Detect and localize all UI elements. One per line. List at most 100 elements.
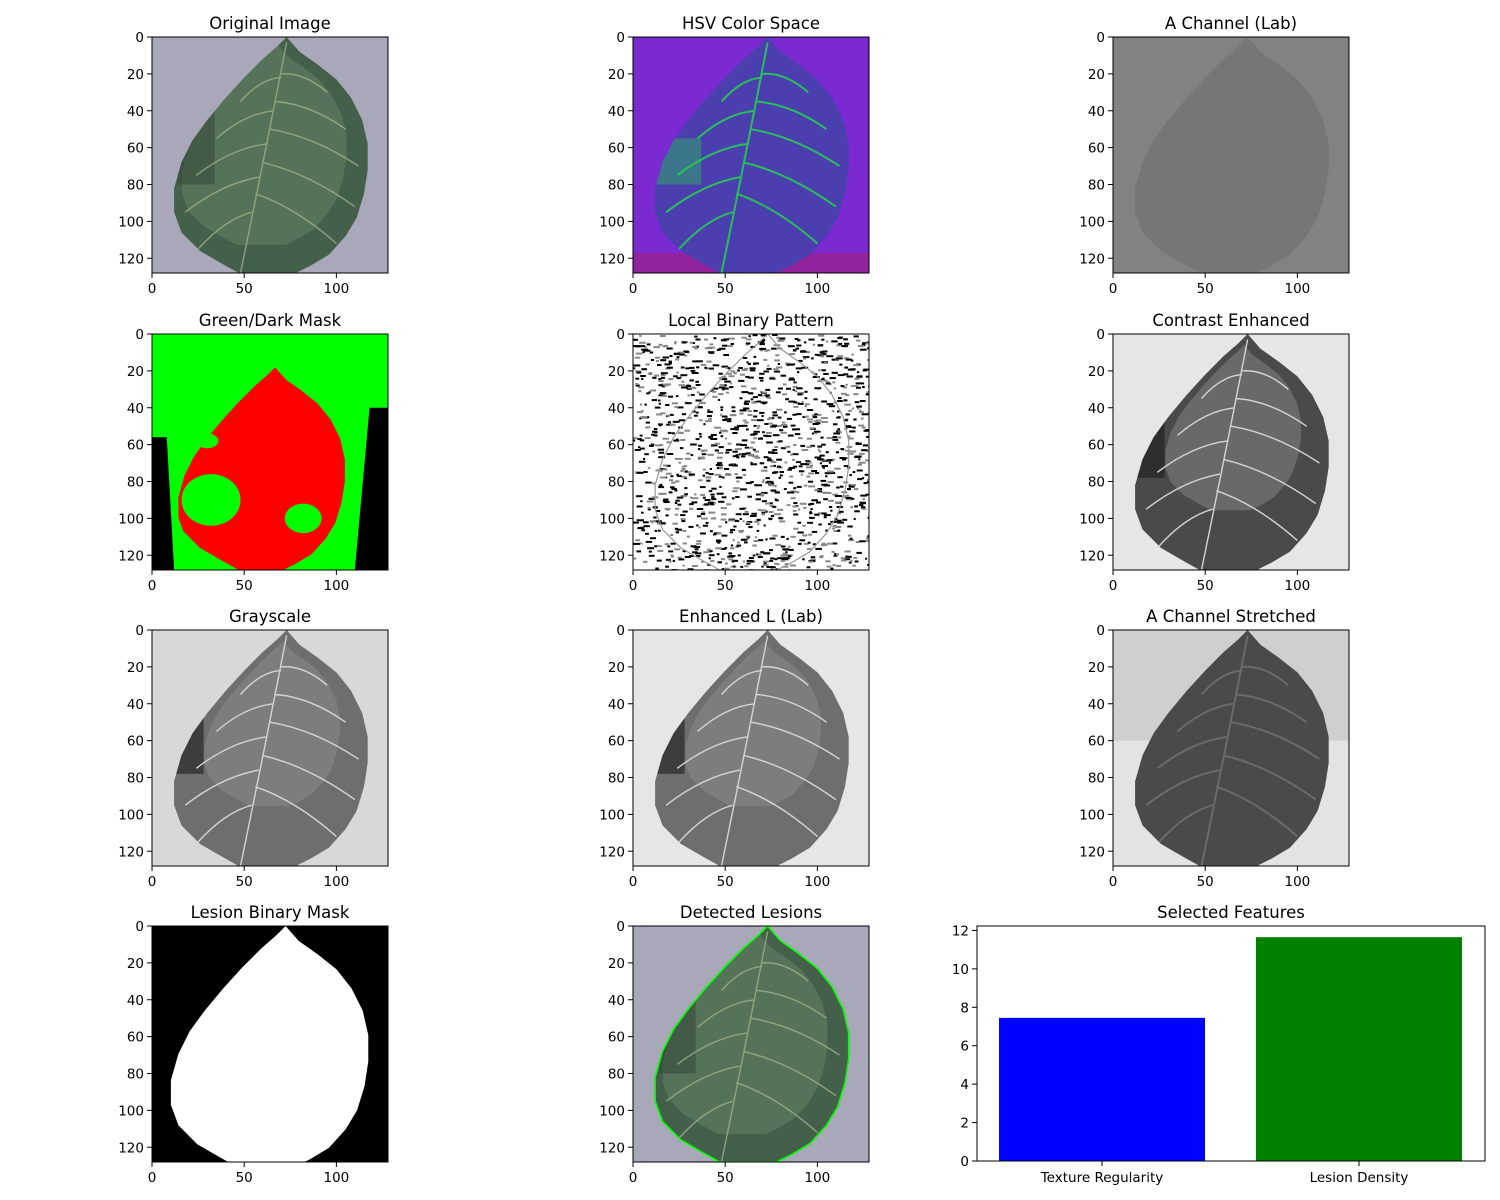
y-axis: 0 20 40 60 80 100 120 [599, 919, 633, 1156]
x-tick-label: 50 [1197, 874, 1214, 890]
y-tick-label: 60 [608, 438, 625, 454]
leaf-veins [665, 931, 840, 1162]
y-tick-label: 60 [608, 734, 625, 750]
x-tick-label: 0 [148, 281, 157, 297]
y-tick-label: 40 [127, 104, 144, 120]
y-tick-label: 80 [127, 1067, 144, 1083]
y-tick-label: 4 [960, 1077, 969, 1093]
y-tick-label: 120 [1079, 251, 1105, 267]
panel-grayscale: Grayscale 0 50 100 0 20 40 60 80 100 120 [118, 607, 389, 890]
y-axis: 0 20 40 60 80 100 120 [118, 623, 152, 860]
x-axis: 0 50 100 [148, 570, 349, 594]
leaf [1135, 334, 1329, 570]
leaf-highlight [204, 641, 340, 807]
axes-frame [1112, 629, 1350, 867]
y-tick-label: 40 [608, 993, 625, 1009]
y-tick-label: 0 [1096, 30, 1105, 46]
y-tick-label: 20 [127, 660, 144, 676]
y-tick-label: 80 [1088, 178, 1105, 194]
x-axis: 0 50 100 [1109, 273, 1310, 297]
x-tick-label: 0 [629, 578, 638, 594]
image-contrast [1113, 334, 1349, 570]
x-tick-label: 0 [1109, 578, 1118, 594]
y-tick-label: 80 [608, 771, 625, 787]
image-lesionmask [152, 926, 388, 1162]
y-tick-label: 120 [1079, 548, 1105, 564]
x-tick-label: 0 [1109, 874, 1118, 890]
leaf-highlight [685, 641, 821, 807]
axes-frame [151, 333, 389, 571]
y-axis: 0 20 40 60 80 100 120 [118, 919, 152, 1156]
panel-title: Enhanced L (Lab) [679, 607, 823, 626]
x-axis: 0 50 100 [148, 1162, 349, 1186]
y-tick-label: 100 [599, 511, 625, 527]
y-tick-label: 60 [127, 1030, 144, 1046]
y-tick-label: 20 [1088, 67, 1105, 83]
x-axis: 0 50 100 [1109, 866, 1310, 890]
x-tick-label: 50 [236, 281, 253, 297]
y-tick-label: 80 [127, 475, 144, 491]
leaf [1135, 630, 1329, 866]
lesion-region [170, 926, 369, 1162]
y-tick-label: 40 [1088, 401, 1105, 417]
y-tick-label: 60 [608, 1030, 625, 1046]
y-tick-label: 0 [135, 919, 144, 935]
panel-title: Lesion Binary Mask [191, 903, 350, 922]
bar [1256, 937, 1462, 1161]
y-tick-label: 60 [127, 438, 144, 454]
mask-dark-left [152, 437, 175, 570]
leaf-veins [1145, 635, 1321, 866]
axes-frame [976, 925, 1486, 1162]
y-tick-label: 40 [1088, 104, 1105, 120]
y-tick-label: 100 [599, 807, 625, 823]
y-axis: 0 20 40 60 80 100 120 [599, 327, 633, 564]
axes-frame [632, 36, 870, 274]
image-lbp [633, 334, 869, 570]
panel-contrast: Contrast Enhanced 0 50 100 0 20 40 60 80 100 120 [1079, 311, 1350, 594]
x-tick-label: 0 [629, 281, 638, 297]
x-tick-label: Lesion Density [1310, 1170, 1409, 1186]
y-tick-label: 120 [599, 548, 625, 564]
y-axis: 0 20 40 60 80 100 120 [118, 30, 152, 267]
y-tick-label: 0 [1096, 327, 1105, 343]
background [633, 334, 869, 570]
x-axis: 0 50 100 [629, 866, 830, 890]
x-tick-label: 100 [804, 874, 830, 890]
leaf [655, 630, 849, 866]
y-tick-label: 8 [960, 1000, 969, 1016]
x-axis: 0 50 100 [629, 1162, 830, 1186]
x-tick-label: 50 [1197, 281, 1214, 297]
y-tick-label: 80 [608, 178, 625, 194]
y-tick-label: 120 [599, 1140, 625, 1156]
mask-green-spot [284, 503, 322, 534]
x-tick-label: 0 [148, 1170, 157, 1186]
x-tick-label: 50 [236, 578, 253, 594]
chart-title: Selected Features [1157, 903, 1305, 922]
leaf-veins [184, 42, 359, 273]
y-tick-label: 60 [127, 141, 144, 157]
leaf [174, 630, 368, 866]
y-tick-label: 40 [127, 697, 144, 713]
panel-enhancedl: Enhanced L (Lab) 0 50 100 0 20 40 60 80 100 120 [599, 607, 870, 890]
x-tick-label: 50 [717, 874, 734, 890]
y-tick-label: 6 [960, 1039, 969, 1055]
x-tick-label: 100 [804, 1170, 830, 1186]
x-axis: 0 50 100 [629, 273, 830, 297]
y-tick-label: 60 [1088, 734, 1105, 750]
image-grayscale [152, 630, 388, 866]
y-tick-label: 120 [118, 251, 144, 267]
y-tick-label: 0 [135, 30, 144, 46]
y-tick-label: 60 [608, 141, 625, 157]
y-axis: 0 20 40 60 80 100 120 [118, 327, 152, 564]
y-tick-label: 100 [599, 1103, 625, 1119]
leaf-outline [654, 334, 850, 570]
y-tick-label: 60 [127, 734, 144, 750]
image-original [152, 37, 388, 273]
y-tick-label: 120 [118, 844, 144, 860]
mask-green-spot [196, 433, 219, 449]
leaf [655, 926, 849, 1162]
y-tick-label: 100 [1079, 807, 1105, 823]
y-tick-label: 120 [599, 844, 625, 860]
image-greenmask [152, 334, 388, 570]
mask-green-spot [181, 474, 241, 526]
